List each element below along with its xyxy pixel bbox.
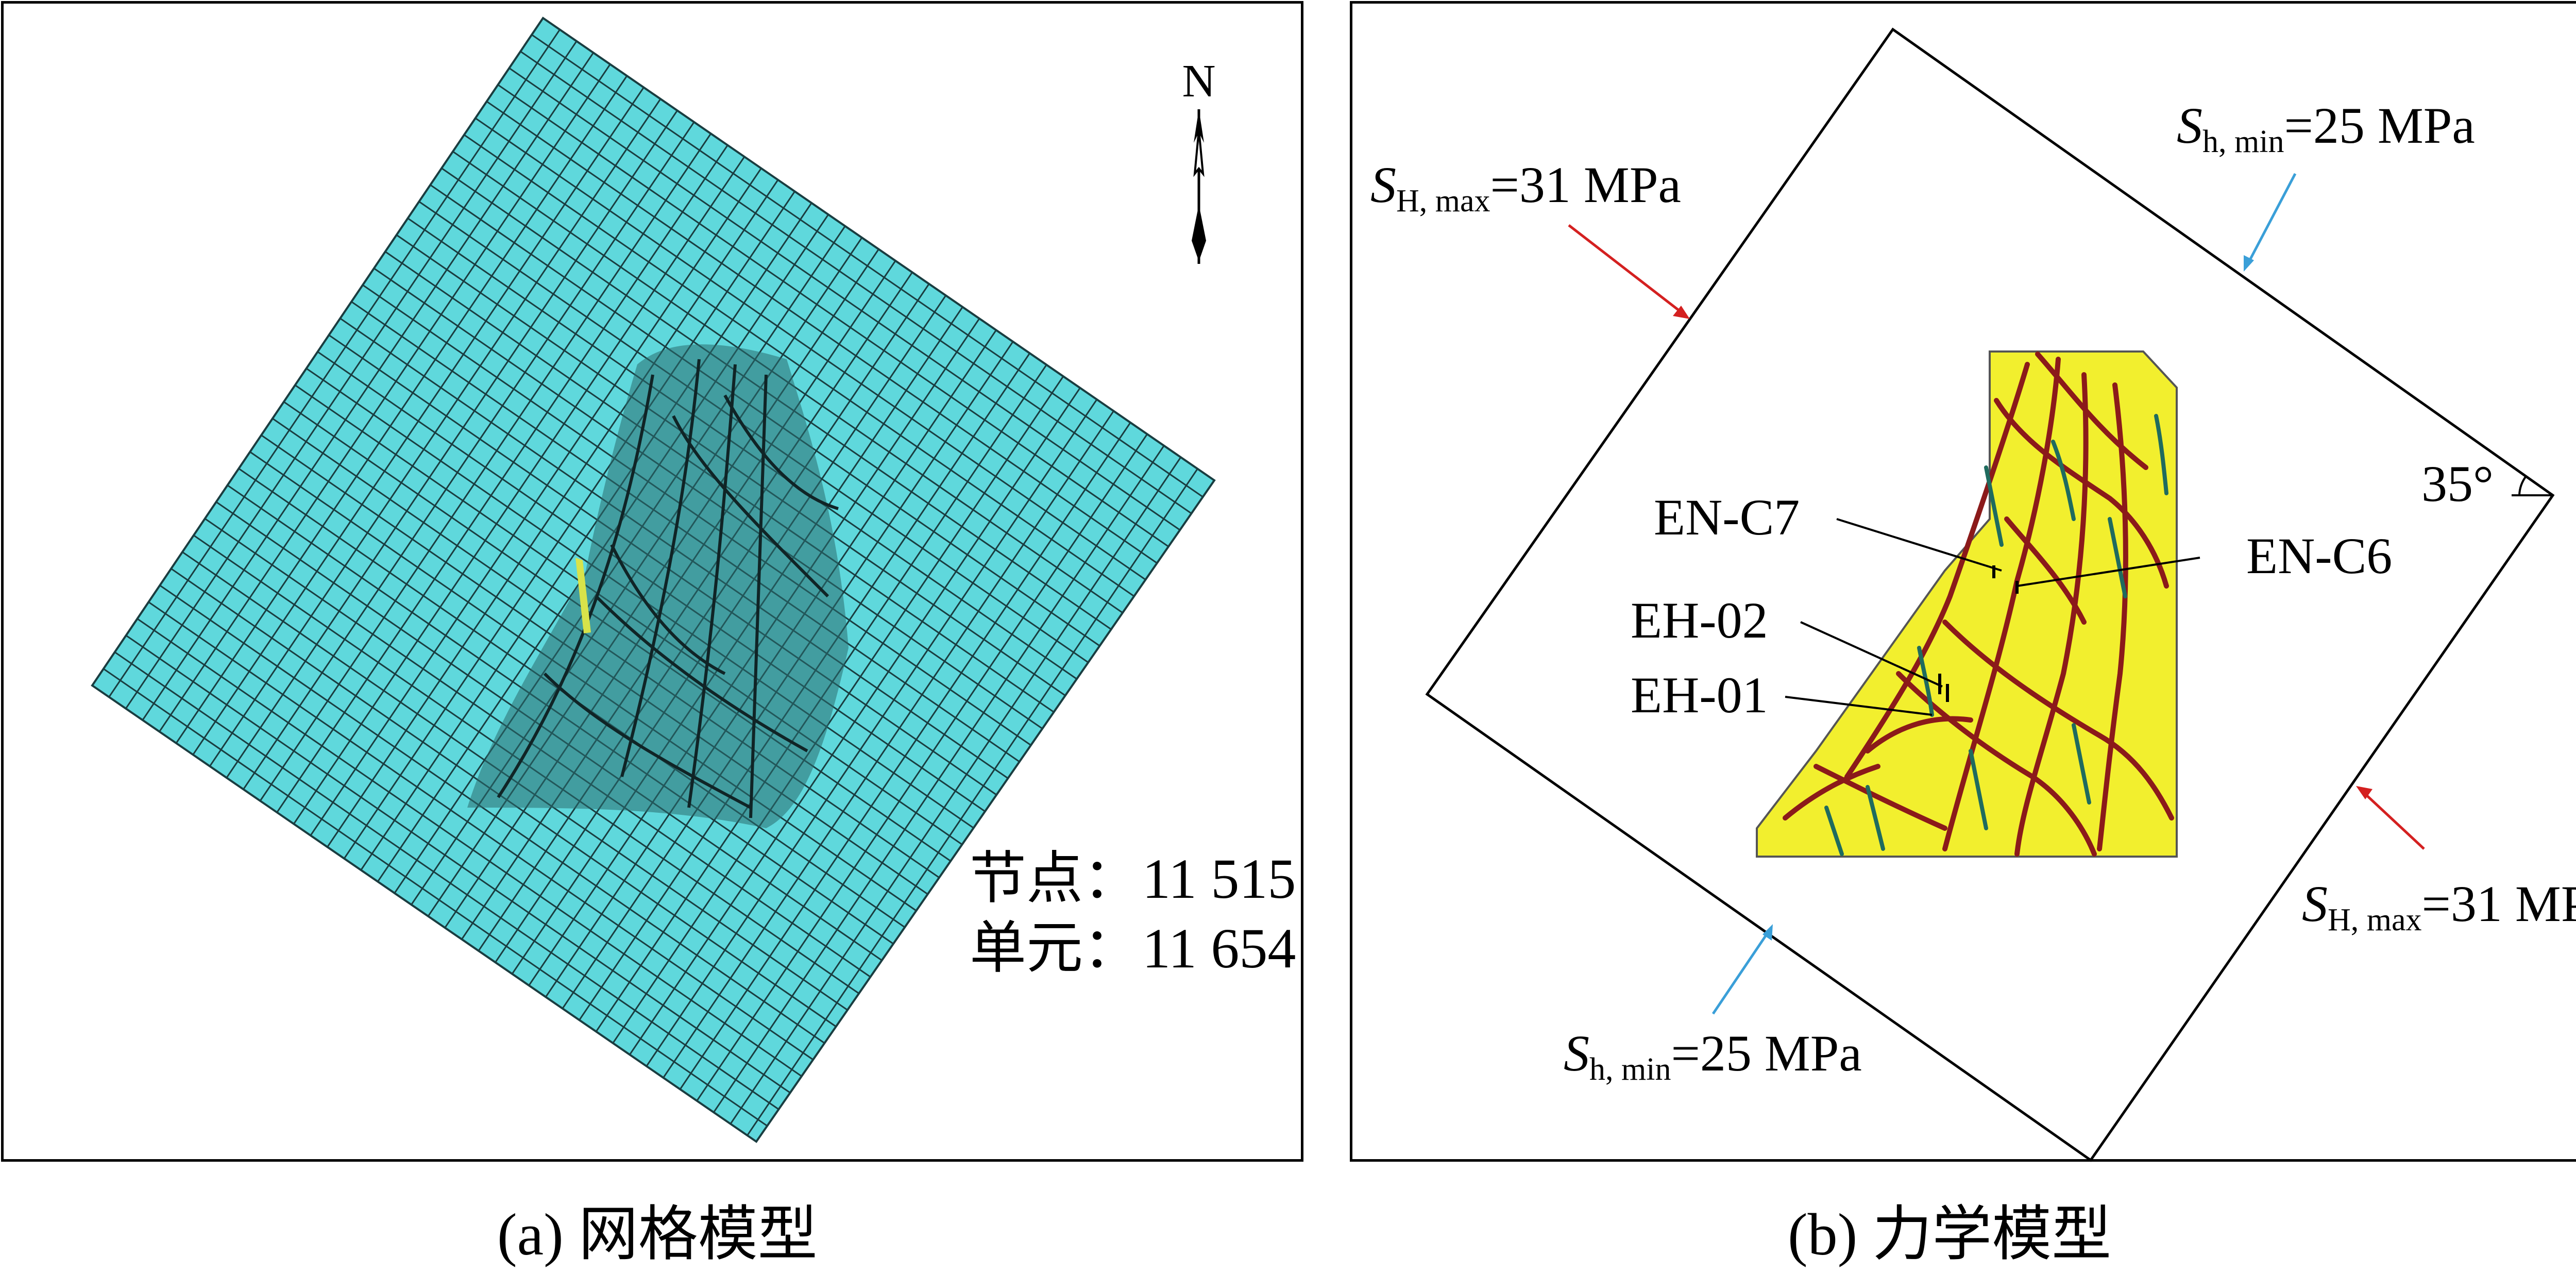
element-count-label: 单元： bbox=[970, 917, 1140, 980]
well-label-eh-02: EH-02 bbox=[1631, 592, 1768, 649]
panel-mechanical-model: SH, max=31 MPa Sh, min=25 MPa SH, max=31… bbox=[1350, 1, 2576, 1162]
mesh-model-figure: N 节点： 11 515 单元： 11 654 bbox=[91, 16, 1296, 1143]
major-fracture bbox=[1942, 620, 2174, 821]
major-fracture bbox=[2097, 382, 2128, 851]
refined-mesh-line bbox=[497, 374, 654, 798]
minor-fracture bbox=[2108, 517, 2127, 598]
major-fracture bbox=[1865, 716, 1973, 754]
refined-mesh-line bbox=[595, 595, 808, 752]
major-fracture bbox=[2004, 516, 2087, 625]
fracture-network bbox=[1783, 352, 2174, 857]
mechanical-model-figure: SH, max=31 MPa Sh, min=25 MPa SH, max=31… bbox=[1370, 27, 2576, 1162]
minor-fracture bbox=[2072, 723, 2091, 805]
major-fracture bbox=[2035, 352, 2148, 470]
highlighted-element bbox=[575, 558, 591, 633]
north-label: N bbox=[1182, 56, 1216, 107]
shmin-arrow-bottom-icon bbox=[1711, 924, 1773, 1015]
node-count-value: 11 515 bbox=[1142, 847, 1296, 910]
caption-mechanical-model: (b) 力学模型 bbox=[1788, 1202, 2112, 1268]
minor-fracture bbox=[1824, 806, 1844, 856]
refined-mesh-line bbox=[610, 544, 726, 675]
model-boundary bbox=[1425, 27, 2555, 1162]
major-fracture bbox=[1814, 764, 1947, 831]
refined-mesh-line bbox=[749, 374, 768, 818]
well-label-en-c6: EN-C6 bbox=[2246, 527, 2392, 584]
node-count-label: 节点： bbox=[970, 847, 1140, 910]
minor-fracture bbox=[2154, 414, 2168, 495]
minor-fracture bbox=[1866, 785, 1885, 851]
minor-fracture bbox=[1984, 465, 2004, 547]
well-label-en-c7: EN-C7 bbox=[1654, 489, 1800, 546]
caption-mesh-model: (a) 网格模型 bbox=[497, 1202, 818, 1268]
panel-mesh-model: N 节点： 11 515 单元： 11 654 bbox=[1, 1, 1303, 1162]
well-markers bbox=[1938, 565, 2019, 702]
angle-label: 35° bbox=[2421, 455, 2494, 512]
shmax-label-bottom: SH, max=31 MPa bbox=[2302, 875, 2576, 938]
refined-mesh-line bbox=[543, 672, 752, 809]
shmin-arrow-top-icon bbox=[2244, 173, 2297, 272]
shmax-arrow-bottom-icon bbox=[2356, 786, 2425, 850]
minor-fracture bbox=[1969, 749, 1988, 830]
major-fracture bbox=[2014, 372, 2089, 857]
shmax-label-top: SH, max=31 MPa bbox=[1370, 156, 1681, 219]
north-arrow-icon bbox=[1192, 109, 1206, 264]
refined-mesh-line bbox=[687, 364, 737, 808]
refined-mesh-line bbox=[723, 394, 839, 510]
major-fracture bbox=[1994, 398, 2169, 589]
minor-fracture bbox=[1917, 646, 1934, 717]
shmin-label-bottom: Sh, min=25 MPa bbox=[1564, 1025, 1862, 1087]
major-fracture bbox=[1783, 764, 1880, 821]
refined-mesh-line bbox=[620, 359, 701, 777]
shmin-label-top: Sh, min=25 MPa bbox=[2177, 97, 2475, 159]
minor-fracture bbox=[2051, 440, 2076, 521]
element-count-value: 11 654 bbox=[1142, 917, 1296, 980]
well-label-eh-01: EH-01 bbox=[1631, 666, 1768, 724]
fault-zone-region bbox=[1756, 350, 2178, 858]
shmax-arrow-top-icon bbox=[1568, 224, 1690, 319]
refined-mesh-zone bbox=[467, 344, 849, 828]
angle-marker-icon bbox=[2512, 475, 2553, 496]
refined-mesh-line bbox=[672, 415, 829, 598]
